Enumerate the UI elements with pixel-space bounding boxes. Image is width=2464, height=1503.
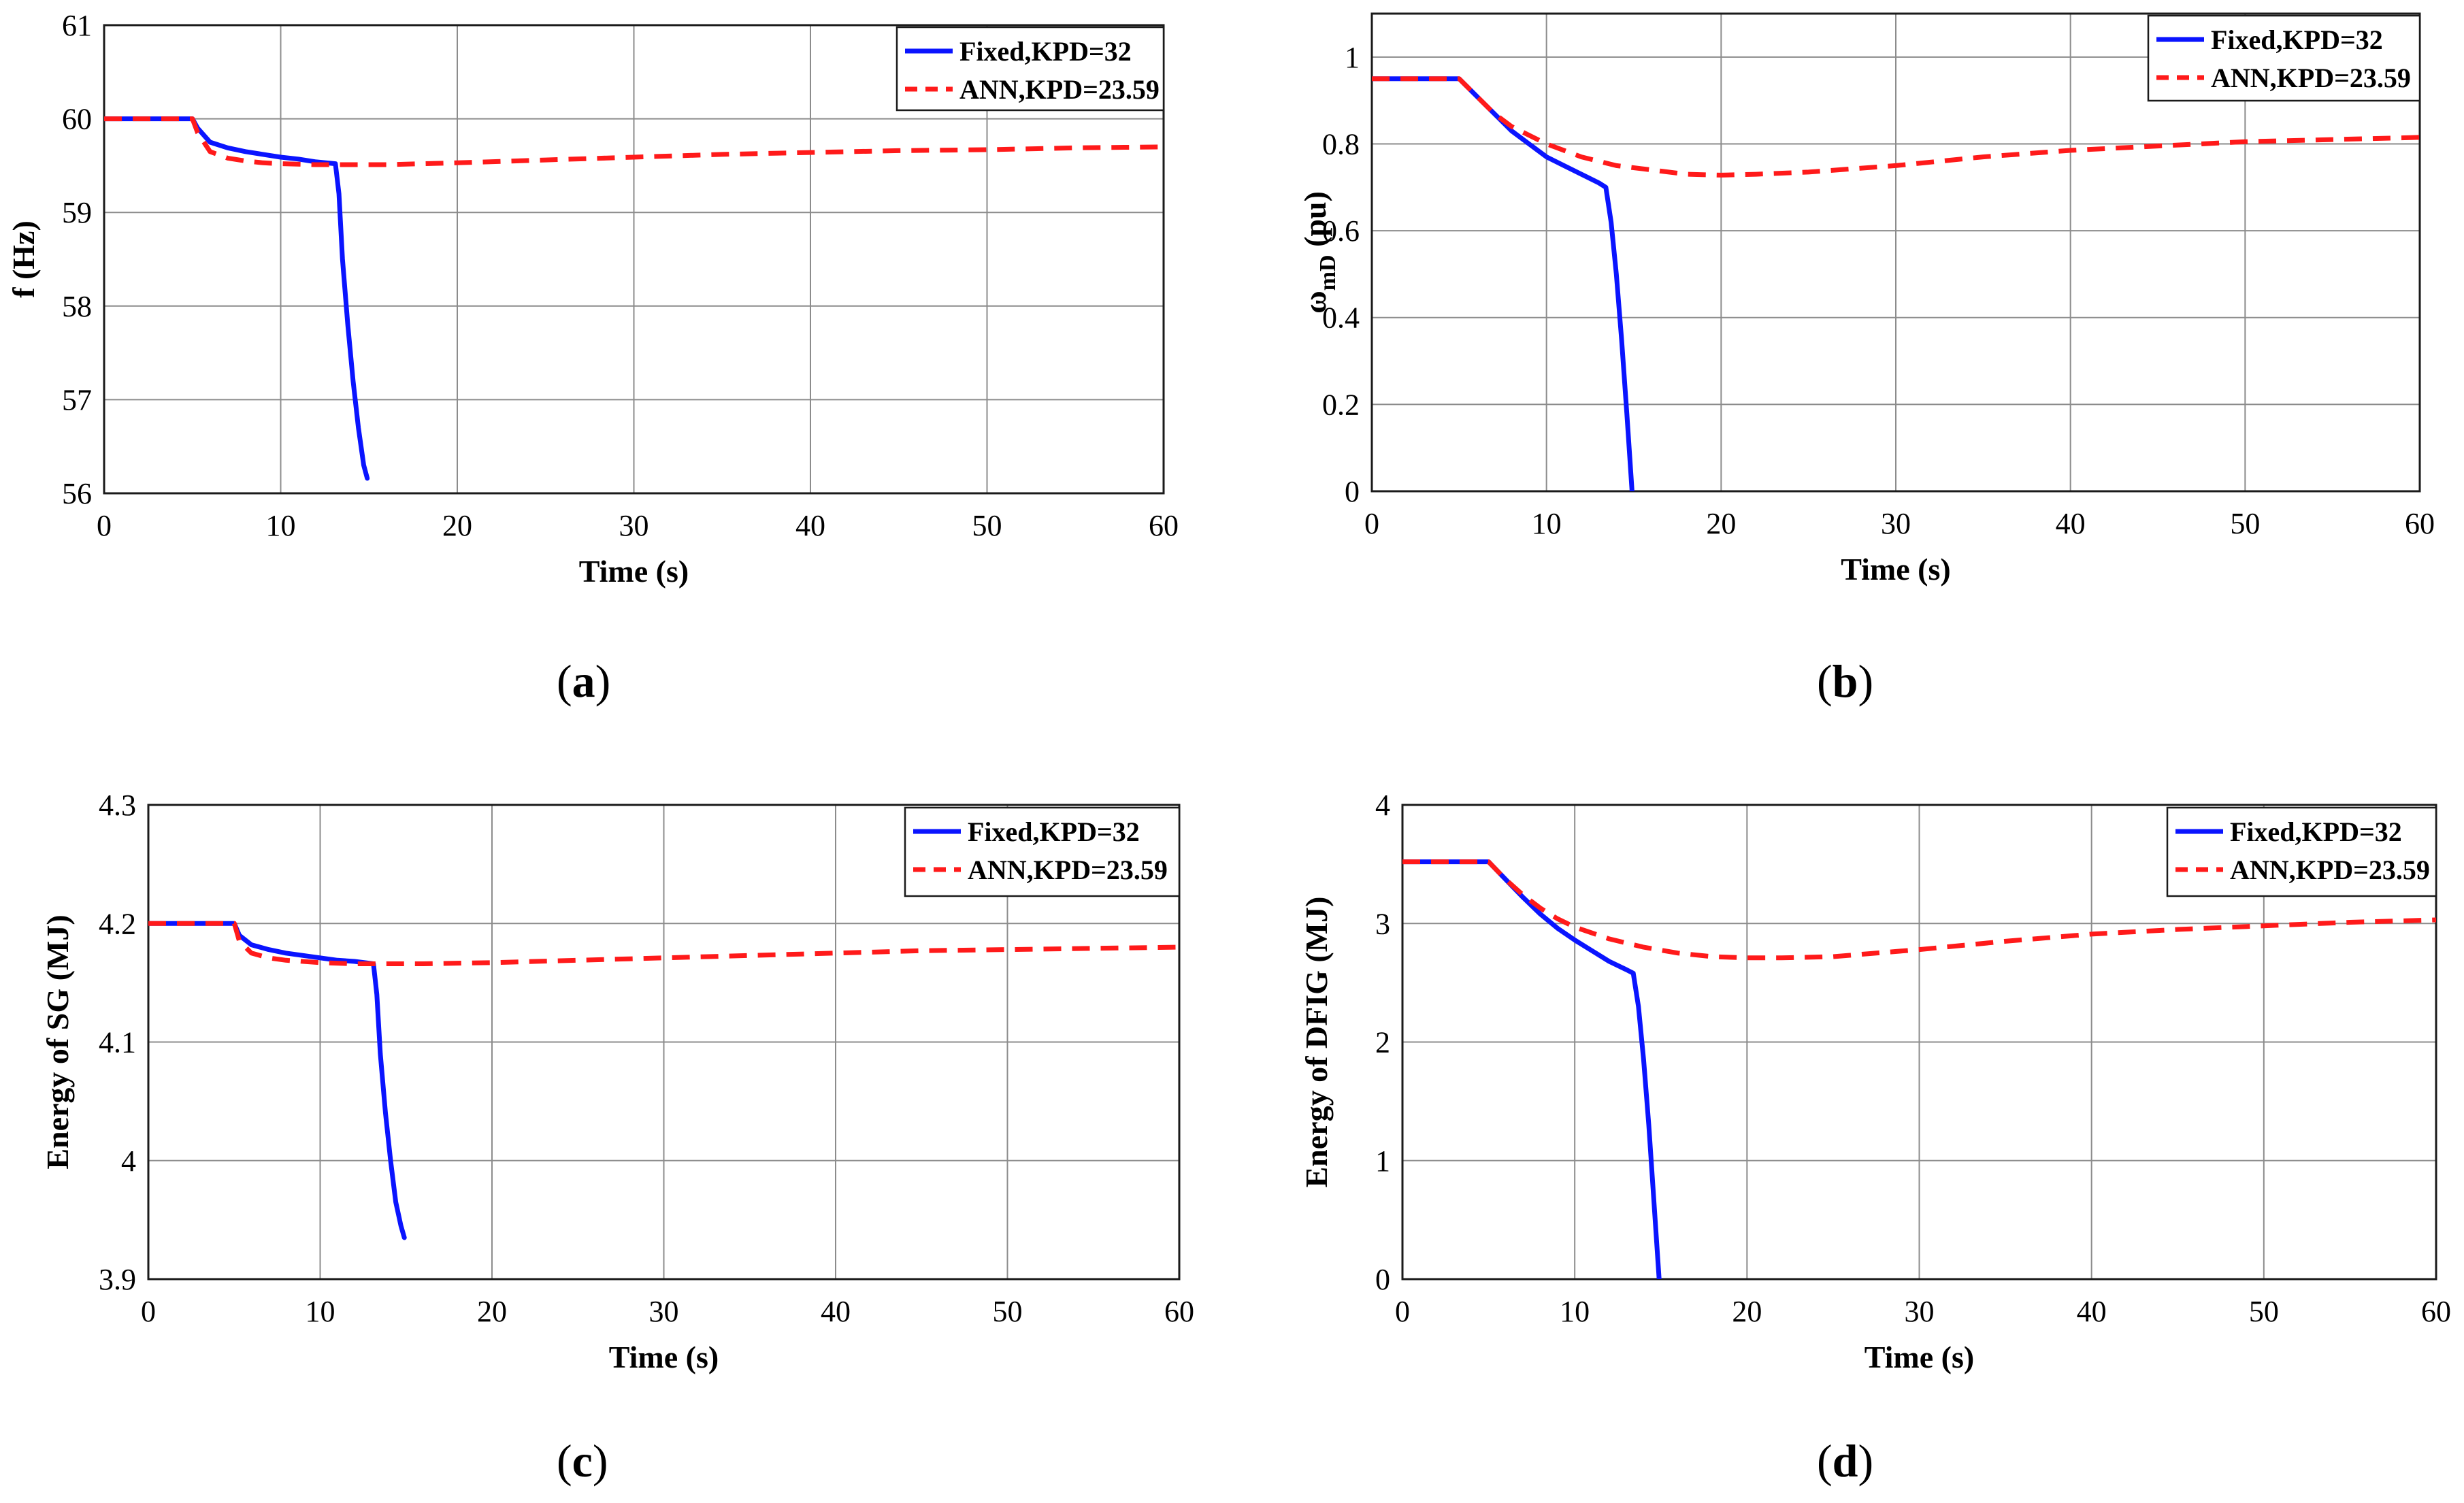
y-axis-label: f (Hz) — [6, 220, 41, 298]
x-tick-label: 40 — [795, 509, 825, 542]
caption-b: (b) — [1817, 655, 1874, 707]
y-tick-label: 4 — [121, 1144, 136, 1178]
x-tick-label: 30 — [1905, 1295, 1935, 1328]
series-line-ann — [1372, 76, 2420, 178]
x-tick-label: 30 — [649, 1295, 679, 1328]
y-tick-label: 61 — [62, 9, 92, 42]
x-tick-label: 50 — [972, 509, 1002, 542]
x-axis-label: Time (s) — [579, 554, 689, 589]
legend-label: Fixed,KPD=32 — [968, 816, 1140, 847]
legend: Fixed,KPD=32 ANN,KPD=23.59 — [904, 806, 1181, 897]
x-tick-label: 50 — [2249, 1295, 2279, 1328]
x-tick-label: 60 — [1149, 509, 1179, 542]
x-tick-label: 10 — [1560, 1295, 1590, 1328]
x-tick-label: 30 — [1881, 507, 1911, 540]
y-axis-label: Energy of DFIG (MJ) — [1299, 897, 1334, 1188]
y-tick-label: 4 — [1375, 789, 1390, 822]
y-tick-label: 1 — [1375, 1144, 1390, 1178]
y-tick-label: 3.9 — [99, 1263, 136, 1296]
y-tick-label: 57 — [62, 383, 92, 416]
x-tick-label: 60 — [1164, 1295, 1194, 1328]
legend-label: ANN,KPD=23.59 — [2230, 855, 2430, 885]
legend-label: ANN,KPD=23.59 — [959, 74, 1160, 105]
series-line-fixed — [1402, 859, 1662, 1279]
x-tick-label: 60 — [2405, 507, 2435, 540]
x-tick-label: 50 — [2230, 507, 2260, 540]
plot-frame — [1401, 804, 2437, 1281]
legend-box — [2166, 806, 2437, 897]
series-line-ann — [104, 116, 1164, 167]
y-tick-label: 4.1 — [99, 1026, 136, 1059]
y-tick-label: 60 — [62, 103, 92, 136]
y-tick-label: 4.3 — [99, 789, 136, 822]
y-axis-label: ωmD (pu) — [1298, 191, 1341, 314]
series-line-fixed — [1372, 76, 1635, 491]
y-tick-label: 0.4 — [1322, 301, 1360, 335]
y-tick-label: 0.2 — [1322, 388, 1360, 421]
legend-label: Fixed,KPD=32 — [2211, 24, 2383, 55]
legend-box — [904, 806, 1181, 897]
series-line-ann — [1402, 859, 2436, 961]
x-tick-label: 0 — [141, 1295, 156, 1328]
plot-frame — [1370, 12, 2421, 493]
y-axis-label: Energy of SG (MJ) — [40, 914, 75, 1169]
legend-box — [2147, 14, 2421, 102]
x-tick-label: 40 — [2056, 507, 2086, 540]
caption-d: (d) — [1817, 1435, 1874, 1487]
x-tick-label: 20 — [477, 1295, 507, 1328]
y-tick-label: 2 — [1375, 1026, 1390, 1059]
y-tick-label: 0 — [1345, 475, 1360, 508]
series-line-fixed — [148, 921, 407, 1240]
y-tick-label: 59 — [62, 196, 92, 229]
y-tick-label: 1 — [1345, 41, 1360, 74]
x-tick-label: 10 — [1532, 507, 1562, 540]
y-tick-label: 0 — [1375, 1263, 1390, 1296]
y-tick-label: 58 — [62, 290, 92, 323]
y-axis-label-unit: (pu) — [1298, 191, 1332, 254]
x-axis-label: Time (s) — [1865, 1340, 1974, 1374]
y-tick-label: 0.8 — [1322, 127, 1360, 161]
y-tick-label: 4.2 — [99, 907, 136, 940]
y-axis-label-symbol: ω — [1298, 291, 1332, 314]
y-axis-label-subscript: mD — [1315, 254, 1341, 291]
x-tick-label: 30 — [619, 509, 649, 542]
y-tick-label: 0.6 — [1322, 214, 1360, 248]
x-tick-label: 0 — [97, 509, 112, 542]
chart-panel-b: 0 10 20 30 40 50 60 0 0.2 0.4 0.6 0.8 1 Time (s) ωmD (… — [1298, 12, 2435, 587]
chart-panel-c: 0 10 20 30 40 50 60 3.9 4 4.1 4.2 4.3 Time (s) Energy… — [40, 789, 1194, 1374]
legend-label: ANN,KPD=23.59 — [2211, 63, 2411, 93]
plot-frame — [103, 24, 1165, 495]
x-tick-label: 10 — [266, 509, 296, 542]
y-tick-label: 56 — [62, 477, 92, 510]
legend-label: Fixed,KPD=32 — [2230, 816, 2402, 847]
chart-panel-d: 0 10 20 30 40 50 60 0 1 2 3 4 Time (s) Energy of DFIG… — [1299, 789, 2451, 1374]
legend: Fixed,KPD=32 ANN,KPD=23.59 — [896, 26, 1165, 112]
legend: Fixed,KPD=32 ANN,KPD=23.59 — [2166, 806, 2437, 897]
x-axis-label: Time (s) — [609, 1340, 719, 1374]
x-tick-label: 20 — [1732, 1295, 1762, 1328]
series-line-ann — [148, 921, 1179, 966]
x-tick-label: 10 — [306, 1295, 335, 1328]
series-line-fixed — [104, 116, 370, 481]
x-tick-label: 0 — [1395, 1295, 1410, 1328]
caption-c: (c) — [557, 1435, 608, 1487]
caption-a: (a) — [557, 655, 611, 707]
legend-box — [896, 26, 1165, 112]
x-tick-label: 0 — [1364, 507, 1379, 540]
plot-frame — [147, 804, 1181, 1281]
x-tick-label: 20 — [1706, 507, 1736, 540]
x-tick-label: 40 — [821, 1295, 851, 1328]
chart-panel-a: 0 10 20 30 40 50 60 56 57 58 59 60 61 Time (s) f (Hz) F… — [6, 9, 1179, 589]
x-tick-label: 50 — [993, 1295, 1023, 1328]
legend-label: Fixed,KPD=32 — [959, 36, 1132, 67]
legend-label: ANN,KPD=23.59 — [968, 855, 1168, 885]
x-tick-label: 20 — [442, 509, 472, 542]
y-tick-label: 3 — [1375, 907, 1390, 940]
legend: Fixed,KPD=32 ANN,KPD=23.59 — [2147, 14, 2421, 102]
x-tick-label: 40 — [2077, 1295, 2107, 1328]
x-axis-label: Time (s) — [1841, 552, 1950, 587]
x-tick-label: 60 — [2421, 1295, 2451, 1328]
